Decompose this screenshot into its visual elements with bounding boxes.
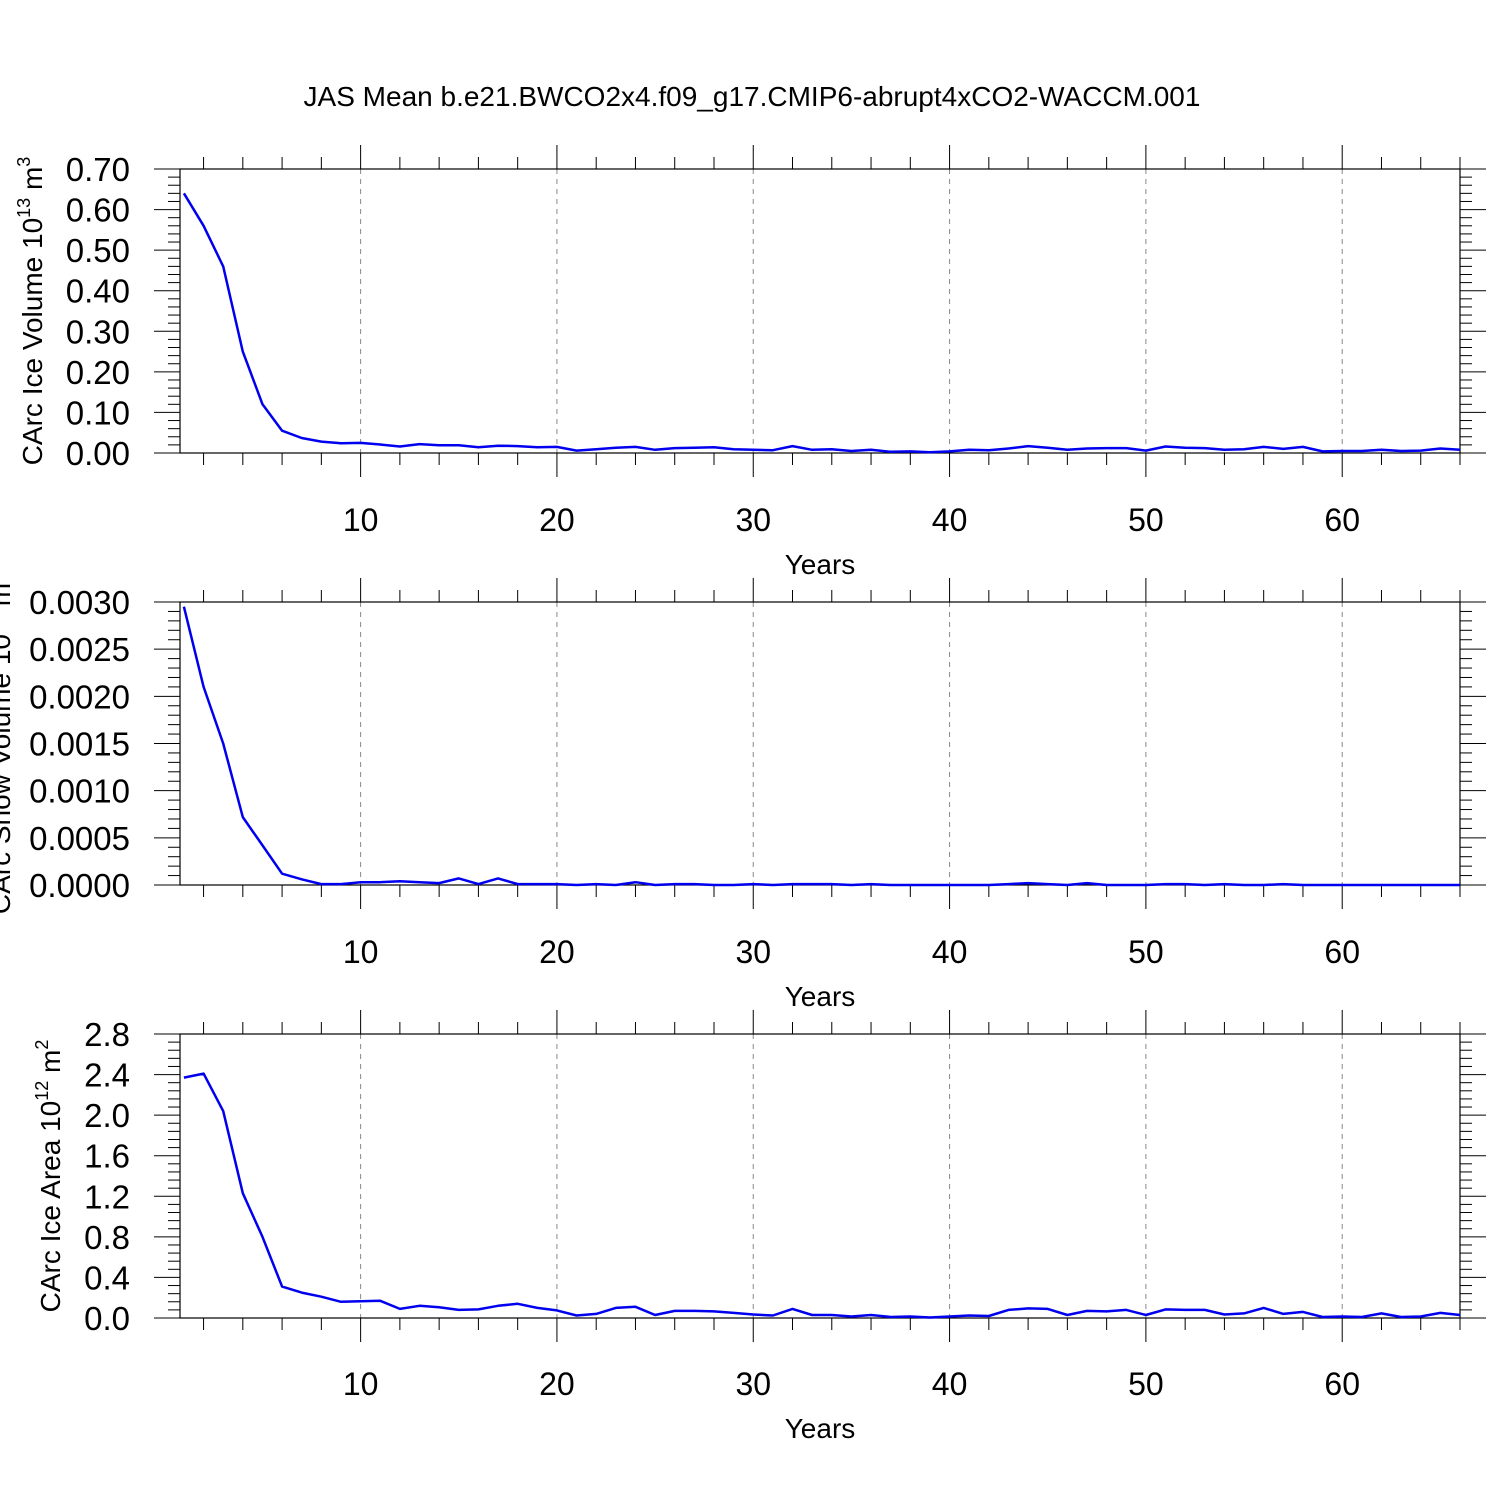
y-tick-label: 0.8 — [84, 1219, 130, 1256]
y-axis-label: CArc Ice Volume 1013 m3 — [14, 157, 48, 466]
y-tick-label: 1.6 — [84, 1138, 130, 1175]
y-tick-label: 2.0 — [84, 1097, 130, 1134]
y-tick-label: 0.0025 — [29, 631, 130, 668]
y-tick-label: 2.4 — [84, 1057, 130, 1094]
x-tick-label: 50 — [1128, 1366, 1164, 1402]
x-tick-label: 10 — [343, 502, 379, 538]
y-tick-label: 0.00 — [66, 435, 130, 472]
x-tick-label: 20 — [539, 1366, 575, 1402]
y-tick-label: 0.0020 — [29, 678, 130, 715]
series-line — [182, 192, 1461, 454]
x-axis-label: Years — [785, 981, 856, 1012]
x-tick-label: 60 — [1324, 934, 1360, 970]
y-tick-label: 0.4 — [84, 1259, 130, 1296]
x-tick-label: 40 — [932, 934, 968, 970]
chart-title: JAS Mean b.e21.BWCO2x4.f09_g17.CMIP6-abr… — [304, 81, 1201, 112]
x-tick-label: 60 — [1324, 1366, 1360, 1402]
y-tick-label: 0.0030 — [29, 584, 130, 621]
x-tick-label: 30 — [735, 1366, 771, 1402]
series-line — [182, 606, 1460, 887]
x-axis-label: Years — [785, 549, 856, 580]
y-tick-label: 0.30 — [66, 313, 130, 350]
x-tick-label: 50 — [1128, 502, 1164, 538]
y-tick-label: 0.0000 — [29, 867, 130, 904]
x-tick-label: 40 — [932, 502, 968, 538]
x-tick-label: 30 — [735, 934, 771, 970]
y-tick-label: 1.2 — [84, 1178, 130, 1215]
y-axis-label: CArc Ice Area 1012 m2 — [32, 1040, 66, 1313]
y-axis-label: CArc Snow Volume 1013 m3 — [0, 573, 16, 914]
x-tick-label: 40 — [932, 1366, 968, 1402]
plot-frame — [179, 1033, 1461, 1319]
x-tick-label: 10 — [343, 1366, 379, 1402]
y-tick-label: 0.0015 — [29, 726, 130, 763]
y-tick-label: 0.50 — [66, 232, 130, 269]
x-tick-label: 20 — [539, 502, 575, 538]
y-tick-label: 0.10 — [66, 394, 130, 431]
panel-2: 10 20 30 40 50 60 0.0000 0.0005 0.0010 0.0015 0.00… — [0, 573, 1486, 1012]
x-axis-label: Years — [785, 1413, 856, 1444]
y-tick-label: 0.70 — [66, 151, 130, 188]
y-tick-label: 0.0005 — [29, 820, 130, 857]
panel-3: 10 20 30 40 50 60 0.0 0.40.8 1.21.6 2.02.4 2.8 Year… — [32, 1010, 1486, 1444]
y-tick-label: 0.0010 — [29, 773, 130, 810]
y-tick-label: 0.0 — [84, 1300, 130, 1337]
series-line — [183, 1072, 1461, 1319]
y-tick-label: 0.40 — [66, 273, 130, 310]
y-tick-label: 0.60 — [66, 192, 130, 229]
x-tick-label: 60 — [1324, 502, 1360, 538]
plot-frame — [179, 168, 1461, 454]
x-tick-label: 50 — [1128, 934, 1164, 970]
panel-1: 10 20 30 40 50 60 0.00 0.100.20 0.300.40 0.500.60… — [14, 145, 1486, 580]
plot-frame — [179, 601, 1461, 886]
x-tick-label: 20 — [539, 934, 575, 970]
y-tick-label: 0.20 — [66, 354, 130, 391]
y-tick-label: 2.8 — [84, 1016, 130, 1053]
x-tick-label: 10 — [343, 934, 379, 970]
x-tick-label: 30 — [735, 502, 771, 538]
